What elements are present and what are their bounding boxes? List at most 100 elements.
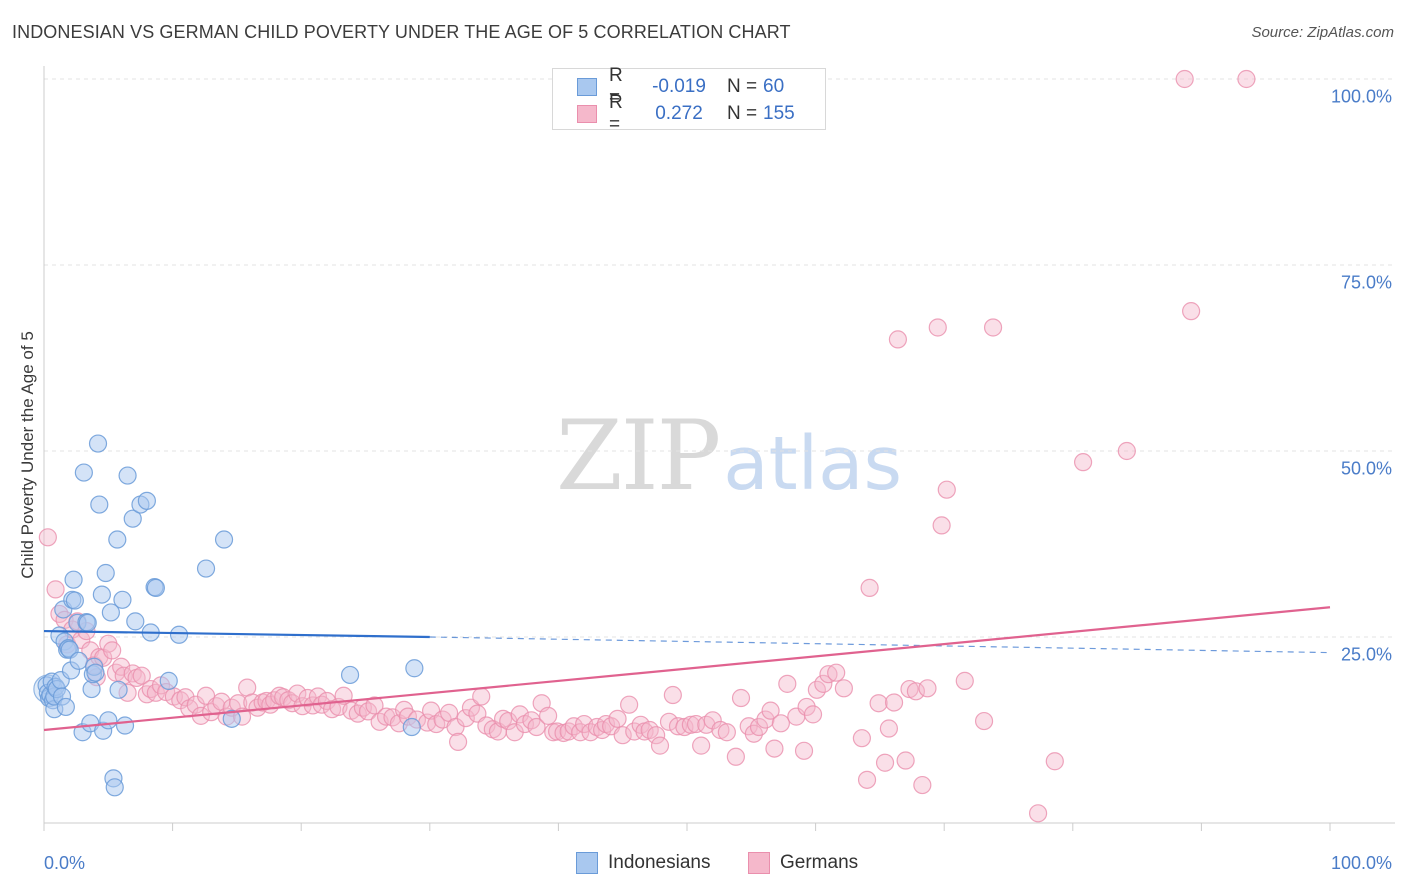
indonesians-point — [118, 466, 137, 485]
indonesians-point — [146, 578, 165, 597]
indonesians-point — [402, 717, 421, 737]
germans-point — [448, 732, 468, 752]
indonesians-swatch — [577, 78, 597, 96]
germans-point — [869, 694, 888, 713]
germans-point — [38, 528, 57, 547]
germans-point — [365, 696, 384, 715]
legend-item-indonesians[interactable]: Indonesians — [576, 852, 710, 874]
indonesians-point — [78, 613, 97, 632]
germans-point — [884, 693, 904, 712]
germans-point — [176, 688, 195, 707]
germans-point — [857, 770, 877, 789]
germans-point — [983, 318, 1003, 337]
indonesians-point — [69, 651, 88, 670]
germans-point — [608, 709, 627, 728]
germans-point — [703, 711, 722, 730]
indonesians-point — [405, 659, 424, 678]
germans-point — [771, 714, 790, 733]
indonesians-point — [109, 680, 128, 699]
indonesians-point — [90, 495, 109, 514]
germans-point — [928, 318, 947, 337]
indonesians-point — [137, 491, 156, 510]
germans-point — [620, 695, 639, 714]
germans-point — [1182, 302, 1201, 321]
indonesians-point — [159, 671, 178, 690]
chart-title: INDONESIAN VS GERMAN CHILD POVERTY UNDER… — [12, 22, 791, 42]
indonesians-point — [64, 570, 83, 589]
n-label: N = — [727, 76, 758, 97]
germans-point — [875, 753, 895, 772]
indonesians-point — [169, 625, 189, 644]
germans-point — [918, 679, 937, 698]
indonesians-point — [96, 563, 115, 583]
indonesians-point — [214, 530, 234, 549]
germans-point — [1073, 453, 1093, 472]
indonesians-point — [88, 434, 108, 453]
germans-point — [827, 663, 846, 682]
germans-point — [456, 708, 475, 728]
germans-point — [819, 665, 838, 684]
germans-point — [539, 706, 558, 725]
germans-point — [726, 747, 745, 766]
n-value: 60 — [763, 76, 785, 97]
germans-point — [1237, 69, 1256, 89]
indonesians-point — [196, 559, 216, 578]
germans-point — [625, 722, 644, 741]
legend-label-germans: Germans — [780, 852, 859, 873]
germans-point — [913, 775, 932, 795]
legend-item-germans[interactable]: Germans — [748, 852, 858, 874]
indonesians-point — [340, 665, 360, 685]
germans-point — [974, 711, 994, 731]
germans-swatch — [748, 852, 770, 874]
germans-point — [803, 705, 823, 724]
indonesians-trend-extension — [429, 636, 1331, 654]
germans-point — [761, 701, 780, 720]
indonesians-trend-line — [43, 629, 430, 639]
germans-point — [527, 717, 546, 737]
indonesians-point — [115, 716, 135, 735]
germans-point — [274, 688, 293, 707]
r-label: R = — [609, 92, 623, 135]
germans-point — [765, 739, 784, 758]
stats-legend-row-indonesians: R = -0.019 N = 60 — [577, 65, 785, 108]
indonesians-point — [126, 612, 145, 631]
germans-point — [717, 723, 736, 742]
germans-point — [756, 710, 775, 729]
germans-point — [778, 674, 797, 693]
indonesians-point — [105, 778, 124, 797]
germans-point — [46, 580, 65, 599]
n-value: 155 — [763, 103, 795, 124]
germans-point — [896, 751, 915, 770]
germans-point — [472, 687, 491, 706]
germans-point — [937, 480, 956, 499]
germans-point — [1117, 441, 1136, 461]
germans-point — [932, 516, 951, 535]
y-tick-label: 75.0% — [1340, 272, 1392, 293]
indonesians-point — [123, 509, 142, 528]
germans-point — [731, 688, 751, 708]
n-label: N = — [727, 103, 758, 124]
germans-point — [860, 578, 879, 597]
indonesians-point — [74, 463, 93, 482]
indonesians-point — [101, 603, 120, 622]
indonesians-point — [56, 697, 75, 717]
y-tick-label: 50.0% — [1340, 458, 1392, 479]
germans-point — [650, 736, 670, 755]
germans-point — [879, 719, 899, 738]
germans-point — [103, 641, 122, 660]
indonesians-point — [86, 663, 105, 682]
indonesians-point — [222, 709, 241, 728]
germans-point — [186, 695, 205, 714]
germans-point — [132, 666, 151, 685]
indonesians-swatch — [576, 852, 598, 874]
germans-point — [749, 717, 769, 737]
germans-point — [613, 726, 632, 745]
germans-point — [647, 726, 666, 745]
indonesians-point — [92, 585, 111, 604]
germans-point — [681, 715, 700, 734]
germans-point — [906, 682, 926, 701]
r-label: R = — [609, 65, 623, 108]
indonesians-point — [99, 711, 118, 730]
germans-swatch — [577, 105, 597, 123]
germans-point — [794, 741, 814, 760]
